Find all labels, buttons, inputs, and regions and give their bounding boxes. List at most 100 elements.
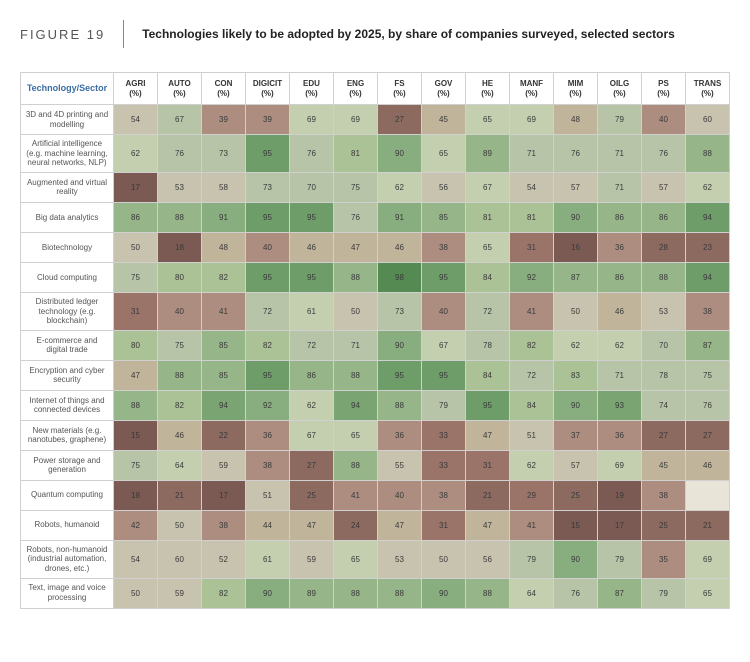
heatmap-cell: 47 bbox=[466, 420, 510, 450]
table-row: Big data analytics8688919595769185818190… bbox=[21, 202, 730, 232]
heatmap-cell: 69 bbox=[598, 450, 642, 480]
row-label: Text, image and voice processing bbox=[21, 578, 114, 608]
heatmap-cell: 41 bbox=[510, 510, 554, 540]
heatmap-cell: 27 bbox=[686, 420, 730, 450]
heatmap-cell: 88 bbox=[114, 390, 158, 420]
table-row: Distributed ledger technology (e.g. bloc… bbox=[21, 292, 730, 330]
heatmap-cell: 91 bbox=[202, 202, 246, 232]
heatmap-cell: 46 bbox=[290, 232, 334, 262]
table-row: 3D and 4D printing and modelling54673939… bbox=[21, 105, 730, 135]
heatmap-cell: 47 bbox=[290, 510, 334, 540]
heatmap-cell: 79 bbox=[598, 105, 642, 135]
heatmap-cell: 72 bbox=[466, 292, 510, 330]
heatmap-cell: 46 bbox=[598, 292, 642, 330]
row-label: Distributed ledger technology (e.g. bloc… bbox=[21, 292, 114, 330]
heatmap-cell: 95 bbox=[246, 360, 290, 390]
heatmap-cell bbox=[686, 480, 730, 510]
heatmap-cell: 76 bbox=[158, 135, 202, 173]
heatmap-cell: 19 bbox=[598, 480, 642, 510]
heatmap-cell: 82 bbox=[202, 262, 246, 292]
row-label: Artificial intelligence (e.g. machine le… bbox=[21, 135, 114, 173]
heatmap-cell: 89 bbox=[466, 135, 510, 173]
heatmap-thead: Technology/Sector AGRI(%)AUTO(%)CON(%)DI… bbox=[21, 73, 730, 105]
heatmap-cell: 55 bbox=[378, 450, 422, 480]
heatmap-cell: 36 bbox=[378, 420, 422, 450]
row-label: Biotechnology bbox=[21, 232, 114, 262]
row-label: Robots, non-humanoid (industrial automat… bbox=[21, 540, 114, 578]
heatmap-cell: 25 bbox=[290, 480, 334, 510]
heatmap-cell: 82 bbox=[202, 578, 246, 608]
heatmap-cell: 76 bbox=[554, 578, 598, 608]
heatmap-cell: 35 bbox=[642, 540, 686, 578]
heatmap-cell: 54 bbox=[114, 105, 158, 135]
heatmap-cell: 64 bbox=[510, 578, 554, 608]
heatmap-cell: 48 bbox=[202, 232, 246, 262]
heatmap-cell: 76 bbox=[686, 390, 730, 420]
heatmap-cell: 69 bbox=[334, 105, 378, 135]
heatmap-cell: 86 bbox=[290, 360, 334, 390]
heatmap-cell: 73 bbox=[246, 172, 290, 202]
heatmap-cell: 88 bbox=[334, 360, 378, 390]
column-header: HE(%) bbox=[466, 73, 510, 105]
table-row: New materials (e.g. nanotubes, graphene)… bbox=[21, 420, 730, 450]
heatmap-cell: 90 bbox=[378, 135, 422, 173]
heatmap-cell: 33 bbox=[422, 450, 466, 480]
heatmap-cell: 87 bbox=[554, 262, 598, 292]
table-row: Text, image and voice processing50598290… bbox=[21, 578, 730, 608]
heatmap-cell: 85 bbox=[202, 330, 246, 360]
column-header: DIGICIT(%) bbox=[246, 73, 290, 105]
heatmap-cell: 93 bbox=[598, 390, 642, 420]
heatmap-cell: 61 bbox=[290, 292, 334, 330]
heatmap-cell: 62 bbox=[686, 172, 730, 202]
heatmap-cell: 78 bbox=[642, 360, 686, 390]
heatmap-cell: 48 bbox=[554, 105, 598, 135]
table-row: Biotechnology501848404647463865311636282… bbox=[21, 232, 730, 262]
heatmap-cell: 95 bbox=[466, 390, 510, 420]
heatmap-cell: 27 bbox=[642, 420, 686, 450]
heatmap-cell: 88 bbox=[334, 578, 378, 608]
heatmap-cell: 65 bbox=[334, 420, 378, 450]
heatmap-cell: 88 bbox=[378, 578, 422, 608]
row-label: Cloud computing bbox=[21, 262, 114, 292]
heatmap-cell: 25 bbox=[554, 480, 598, 510]
heatmap-cell: 18 bbox=[114, 480, 158, 510]
heatmap-cell: 90 bbox=[422, 578, 466, 608]
heatmap-cell: 88 bbox=[158, 202, 202, 232]
heatmap-cell: 71 bbox=[510, 135, 554, 173]
heatmap-cell: 56 bbox=[422, 172, 466, 202]
heatmap-cell: 76 bbox=[554, 135, 598, 173]
heatmap-cell: 70 bbox=[642, 330, 686, 360]
heatmap-cell: 71 bbox=[598, 172, 642, 202]
heatmap-cell: 50 bbox=[158, 510, 202, 540]
heatmap-cell: 95 bbox=[246, 135, 290, 173]
heatmap-cell: 39 bbox=[202, 105, 246, 135]
heatmap-cell: 86 bbox=[114, 202, 158, 232]
heatmap-cell: 38 bbox=[202, 510, 246, 540]
heatmap-cell: 41 bbox=[510, 292, 554, 330]
heatmap-cell: 62 bbox=[554, 330, 598, 360]
heatmap-cell: 51 bbox=[510, 420, 554, 450]
heatmap-cell: 95 bbox=[290, 202, 334, 232]
heatmap-cell: 67 bbox=[158, 105, 202, 135]
table-row: Internet of things and connected devices… bbox=[21, 390, 730, 420]
heatmap-cell: 70 bbox=[290, 172, 334, 202]
heatmap-cell: 94 bbox=[686, 262, 730, 292]
heatmap-cell: 69 bbox=[686, 540, 730, 578]
heatmap-cell: 75 bbox=[114, 450, 158, 480]
heatmap-cell: 91 bbox=[378, 202, 422, 232]
heatmap-cell: 62 bbox=[598, 330, 642, 360]
header-row: Technology/Sector AGRI(%)AUTO(%)CON(%)DI… bbox=[21, 73, 730, 105]
heatmap-cell: 90 bbox=[554, 390, 598, 420]
heatmap-cell: 85 bbox=[202, 360, 246, 390]
heatmap-cell: 28 bbox=[642, 232, 686, 262]
heatmap-cell: 50 bbox=[114, 578, 158, 608]
heatmap-cell: 60 bbox=[686, 105, 730, 135]
heatmap-cell: 88 bbox=[686, 135, 730, 173]
heatmap-cell: 84 bbox=[466, 360, 510, 390]
heatmap-cell: 75 bbox=[158, 330, 202, 360]
heatmap-cell: 94 bbox=[686, 202, 730, 232]
heatmap-cell: 16 bbox=[554, 232, 598, 262]
heatmap-cell: 15 bbox=[554, 510, 598, 540]
heatmap-cell: 65 bbox=[466, 105, 510, 135]
heatmap-cell: 22 bbox=[202, 420, 246, 450]
